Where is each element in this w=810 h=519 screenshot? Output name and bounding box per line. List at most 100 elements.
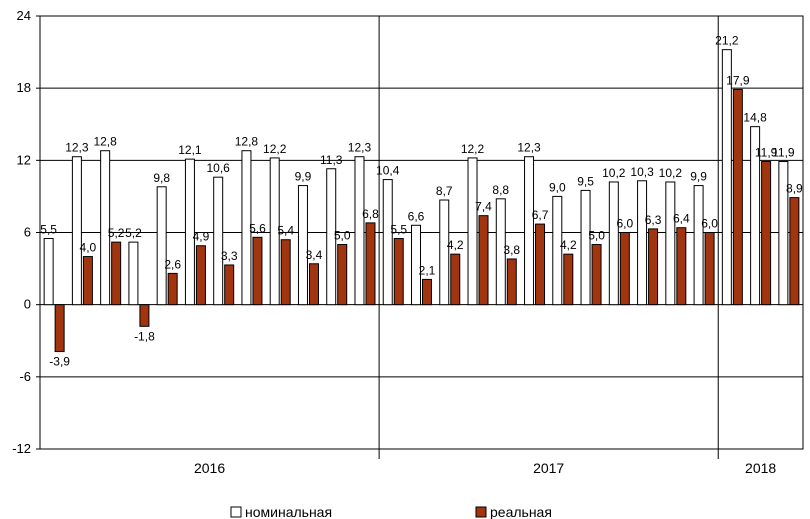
bar-nominal (382, 179, 393, 306)
bar-nominal (100, 150, 111, 306)
data-label-nominal: 6,6 (408, 209, 425, 223)
data-label-nominal: 10,2 (659, 166, 683, 180)
legend: номинальная реальная (230, 504, 552, 519)
bar-nominal (326, 168, 337, 306)
bar-nominal (665, 181, 676, 306)
data-label-nominal: 9,5 (577, 174, 594, 188)
data-label-nominal: 12,3 (517, 141, 541, 155)
bar-real (478, 215, 489, 306)
data-label-nominal: 12,3 (348, 141, 372, 155)
bar-nominal (552, 195, 563, 306)
bar-real (732, 88, 743, 306)
bar-nominal (580, 189, 591, 306)
data-labels: 5,5 -3,9 12,3 4,0 12,8 5,2 5,2 -1,8 9,8 2,6 12,1 4,… (40, 34, 803, 369)
data-label-real: 5,5 (390, 223, 407, 237)
bar-real (591, 244, 602, 306)
data-label-nominal: 5,5 (40, 223, 57, 237)
plot-frame (39, 15, 804, 450)
legend-label-real: реальная (490, 504, 552, 519)
data-label-real: 8,9 (786, 182, 803, 196)
data-label-real: 6,0 (616, 217, 633, 231)
data-label-nominal: 11,9 (772, 146, 795, 160)
bar-real (252, 236, 263, 306)
data-label-nominal: 9,9 (295, 170, 312, 184)
data-label-nominal: 12,1 (178, 143, 202, 157)
legend-item-nominal: номинальная (230, 504, 332, 519)
bar-real (648, 228, 659, 306)
data-label-real: 3,8 (503, 243, 520, 257)
data-label-real: 2,1 (419, 263, 436, 277)
bar-real (619, 232, 630, 306)
bar-real (535, 223, 546, 306)
bar-nominal (128, 241, 139, 306)
bar-nominal (721, 49, 732, 306)
data-label-nominal: 8,8 (492, 183, 509, 197)
data-label-nominal: 9,8 (153, 171, 170, 185)
data-label-real: 6,3 (645, 213, 662, 227)
y-tick-label: 6 (24, 225, 31, 240)
bar-real (393, 238, 404, 306)
legend-swatch-real (475, 506, 487, 518)
data-label-nominal: 9,9 (690, 170, 707, 184)
bar-real (506, 258, 517, 306)
data-label-nominal: 10,4 (376, 164, 400, 178)
period-separators (378, 16, 719, 459)
data-label-nominal: 12,8 (93, 135, 117, 149)
bar-real (422, 278, 432, 306)
data-label-real: 4,0 (80, 241, 97, 255)
bar-nominal (439, 199, 450, 306)
data-label-real: -3,9 (49, 355, 70, 369)
data-label-real: 4,2 (560, 238, 577, 252)
data-label-real: 17,9 (726, 73, 750, 87)
data-label-real: 6,8 (362, 207, 379, 221)
bar-real (139, 304, 150, 327)
data-label-real: 6,4 (673, 212, 690, 226)
bar-nominal (608, 181, 619, 306)
bar-nominal (467, 157, 478, 306)
bar-real (761, 161, 772, 306)
data-label-nominal: 12,8 (235, 135, 259, 149)
y-tick-label: -6 (19, 369, 31, 384)
bar-real (280, 239, 291, 306)
bar-real (82, 256, 93, 306)
legend-label-nominal: номинальная (245, 504, 332, 519)
legend-item-real: реальная (475, 504, 552, 519)
x-period-label: 2018 (745, 460, 776, 476)
bar-real (337, 244, 348, 306)
data-label-real: 4,9 (193, 230, 210, 244)
gridlines (40, 15, 803, 450)
data-label-nominal: 12,2 (263, 142, 287, 156)
bar-nominal (411, 224, 421, 306)
data-label-real: 5,0 (334, 229, 351, 243)
data-label-nominal: 11,3 (320, 153, 343, 167)
data-label-real: 5,6 (249, 221, 266, 235)
legend-swatch-nominal (230, 506, 242, 518)
data-label-real: 2,6 (164, 257, 181, 271)
bar-real (450, 253, 461, 306)
data-label-nominal: 21,2 (715, 34, 739, 48)
data-label-nominal: 8,7 (436, 184, 453, 198)
bar-nominal (778, 161, 789, 306)
axes: -12 -6 0 6 12 18 24 2016 2017 2018 (12, 8, 804, 476)
data-label-nominal: 12,3 (65, 141, 89, 155)
data-label-nominal: 9,0 (549, 180, 566, 194)
bar-real (167, 272, 178, 306)
data-label-nominal: 10,6 (207, 161, 231, 175)
bar-real (224, 264, 235, 306)
y-tick-label: 12 (17, 152, 31, 167)
bar-real (111, 241, 122, 306)
bar-real (676, 227, 687, 306)
bar-nominal (269, 157, 280, 306)
bar-nominal (693, 185, 704, 306)
bar-nominal (213, 176, 224, 306)
data-label-real: 3,3 (221, 249, 238, 263)
bar-real (704, 232, 715, 306)
data-label-real: 11,9 (755, 146, 778, 160)
data-label-real: 4,2 (447, 238, 464, 252)
bar-nominal (495, 198, 506, 306)
x-period-label: 2017 (533, 460, 564, 476)
data-label-real: 5,4 (277, 224, 294, 238)
bar-nominal (43, 238, 54, 306)
y-tick-label: 24 (17, 8, 31, 23)
